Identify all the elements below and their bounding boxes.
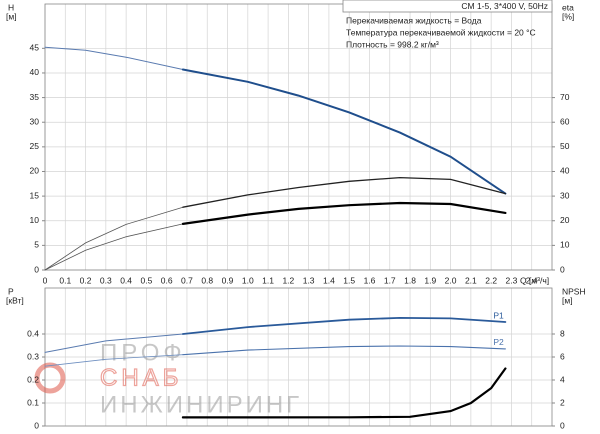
watermark-logo: [34, 362, 66, 394]
watermark-text: ПРОФ: [100, 339, 186, 366]
y-tick-label: 20: [30, 166, 40, 176]
x-tick-label: 0.5: [140, 275, 152, 285]
y2-tick-label: 20: [560, 215, 570, 225]
y-tick-label: 0.1: [27, 397, 39, 407]
x-tick-label: 1.2: [282, 275, 294, 285]
y2-axis-label: eta: [562, 2, 574, 12]
y2-tick-label: 0: [560, 420, 565, 430]
annotation: Плотность = 998.2 кг/м³: [346, 39, 439, 49]
series-label: P2: [493, 337, 504, 347]
watermark: ПРОФ СНАБ ИНЖИНИРИНГ: [34, 339, 302, 418]
y-axis-label: H: [8, 2, 14, 12]
y-tick-label: 0: [34, 264, 39, 274]
watermark-text: ИНЖИНИРИНГ: [100, 391, 302, 418]
y2-tick-label: 2: [560, 397, 565, 407]
x-tick-label: 1.5: [343, 275, 355, 285]
y2-tick-label: 40: [560, 166, 570, 176]
y-tick-label: 10: [30, 215, 40, 225]
y2-tick-label: 60: [560, 116, 570, 126]
x-tick-label: 2.4: [526, 275, 538, 285]
y2-tick-label: 4: [560, 374, 565, 384]
x-tick-label: 1.9: [424, 275, 436, 285]
y2-tick-label: 10: [560, 240, 570, 250]
x-tick-label: 1.0: [242, 275, 254, 285]
series-label: P1: [493, 310, 504, 320]
x-tick-label: 0.8: [201, 275, 213, 285]
x-tick-label: 0.3: [100, 275, 112, 285]
x-tick-label: 2.0: [445, 275, 457, 285]
x-tick-label: 0.6: [161, 275, 173, 285]
curve: [44, 333, 184, 353]
curve: [44, 354, 184, 367]
x-tick-label: 0.1: [59, 275, 71, 285]
curve: [181, 201, 507, 225]
x-tick-label: 1.1: [262, 275, 274, 285]
watermark-text: СНАБ: [100, 364, 182, 391]
plot-frame: [44, 3, 553, 271]
y-tick-label: 35: [30, 92, 40, 102]
x-tick-label: 1.8: [404, 275, 416, 285]
y-tick-label: 15: [30, 190, 40, 200]
y2-tick-label: 0: [560, 264, 565, 274]
curve: [44, 223, 184, 271]
x-tick-label: 0.9: [222, 275, 234, 285]
curve: [182, 345, 506, 356]
x-tick-label: 2.1: [465, 275, 477, 285]
plots: [42, 3, 555, 427]
x-tick-label: 0: [43, 275, 48, 285]
y-tick-label: 0.3: [27, 351, 39, 361]
curve: [181, 367, 507, 419]
title-box: [342, 0, 553, 13]
y2-tick-label: 8: [560, 328, 565, 338]
y-tick-label: 5: [34, 240, 39, 250]
y2-axis-unit: [%]: [562, 11, 574, 21]
plot-frame: [44, 287, 553, 427]
chart-title: CM 1-5, 3*400 V, 50Hz: [461, 1, 548, 11]
x-tick-label: 0.4: [120, 275, 132, 285]
x-axis-label: Q [м³/ч]: [520, 275, 549, 285]
x-tick-label: 1.4: [323, 275, 335, 285]
y-tick-label: 0: [34, 420, 39, 430]
x-tick-label: 2.3: [506, 275, 518, 285]
y2-tick-label: 6: [560, 351, 565, 361]
y-axis-unit: [кВт]: [6, 295, 24, 305]
y-axis-label: P: [8, 286, 14, 296]
curve: [182, 176, 507, 208]
plot-background: [45, 4, 552, 270]
y-tick-label: 45: [30, 43, 40, 53]
x-tick-label: 1.6: [364, 275, 376, 285]
curve: [44, 206, 184, 271]
curve: [182, 316, 507, 335]
annotation: Перекачиваемая жидкость = Вода: [346, 15, 482, 25]
y2-axis-label: NPSH: [562, 286, 586, 296]
y2-tick-label: 70: [560, 92, 570, 102]
y-tick-label: 0.2: [27, 374, 39, 384]
y-tick-label: 0.4: [27, 328, 39, 338]
curve: [44, 46, 184, 70]
curve: [181, 68, 507, 195]
y2-tick-label: 50: [560, 141, 570, 151]
x-tick-label: 1.7: [384, 275, 396, 285]
x-tick-label: 1.3: [303, 275, 315, 285]
y-tick-label: 25: [30, 141, 40, 151]
y-tick-label: 40: [30, 67, 40, 77]
y-axis-unit: [м]: [6, 11, 17, 21]
annotation: Температура перекачиваемой жидкости = 20…: [346, 27, 536, 37]
x-tick-label: 0.7: [181, 275, 193, 285]
x-tick-label: 2.2: [485, 275, 497, 285]
x-tick-label: 0.2: [80, 275, 92, 285]
y2-axis-unit: [м]: [562, 295, 573, 305]
y2-tick-label: 30: [560, 190, 570, 200]
y-tick-label: 30: [30, 116, 40, 126]
